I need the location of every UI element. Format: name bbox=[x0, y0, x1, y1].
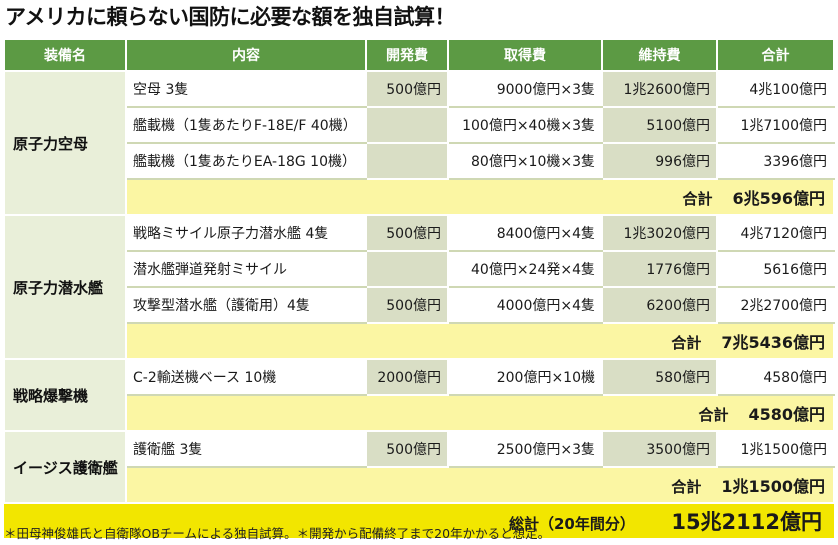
header-row: 装備名 内容 開発費 取得費 維持費 合計 bbox=[3, 38, 835, 72]
header-equipment: 装備名 bbox=[3, 38, 127, 72]
dev-cell: 500億円 bbox=[365, 214, 449, 252]
total-cell: 4580億円 bbox=[716, 358, 835, 396]
header-total: 合計 bbox=[716, 38, 835, 72]
total-cell: 1兆1500億円 bbox=[716, 430, 835, 468]
maint-cell: 580億円 bbox=[601, 358, 718, 396]
subtotal-label: 合計 bbox=[682, 190, 713, 208]
subtotal-amount: 1兆1500億円 bbox=[721, 477, 825, 496]
table-row: 原子力空母 空母 3隻 500億円 9000億円×3隻 1兆2600億円 4兆1… bbox=[3, 70, 835, 216]
dev-cell: 2000億円 bbox=[365, 358, 449, 396]
total-cell: 2兆2700億円 bbox=[716, 286, 835, 324]
item-cell: 艦載機（1隻あたりF-18E/F 40機） bbox=[125, 106, 367, 144]
acq-cell: 40億円×24発×4隻 bbox=[447, 250, 603, 288]
subtotal-row: 合計 6兆596億円 bbox=[4, 178, 835, 216]
group-name: イージス護衛艦 bbox=[3, 430, 127, 504]
table-row: イージス護衛艦 護衛艦 3隻 500億円 2500億円×3隻 3500億円 1兆… bbox=[3, 430, 835, 504]
subtotal-amount: 6兆596億円 bbox=[732, 189, 825, 208]
header-acq-cost: 取得費 bbox=[447, 38, 603, 72]
acq-cell: 4000億円×4隻 bbox=[447, 286, 603, 324]
group-name: 原子力潜水艦 bbox=[3, 214, 127, 360]
acq-cell: 80億円×10機×3隻 bbox=[447, 142, 603, 180]
subtotal-cell: 合計 6兆596億円 bbox=[125, 178, 835, 216]
table-row: 艦載機（1隻あたりF-18E/F 40機） 100億円×40機×3隻 5100億… bbox=[4, 106, 835, 144]
page-title: アメリカに頼らない国防に必要な額を独自試算！ bbox=[5, 5, 455, 29]
maint-cell: 1兆3020億円 bbox=[601, 214, 718, 252]
dev-cell bbox=[365, 250, 449, 288]
dev-cell: 500億円 bbox=[365, 286, 449, 324]
group-name: 原子力空母 bbox=[3, 70, 127, 216]
acq-cell: 200億円×10機 bbox=[447, 358, 603, 396]
acq-cell: 2500億円×3隻 bbox=[447, 430, 603, 468]
maint-cell: 1兆2600億円 bbox=[601, 70, 718, 108]
total-cell: 4兆7120億円 bbox=[716, 214, 835, 252]
grand-total-amount: 15兆2112億円 bbox=[671, 510, 822, 534]
subtotal-row: 合計 1兆1500億円 bbox=[4, 466, 835, 504]
dev-cell: 500億円 bbox=[365, 430, 449, 468]
maint-cell: 996億円 bbox=[601, 142, 718, 180]
footnote: ＊田母神俊雄氏と自衛隊OBチームによる独自試算。＊開発から配備終了まで20年かか… bbox=[4, 526, 551, 541]
total-cell: 4兆100億円 bbox=[716, 70, 835, 108]
header-maint-cost: 維持費 bbox=[601, 38, 718, 72]
item-cell: 戦略ミサイル原子力潜水艦 4隻 bbox=[125, 214, 367, 252]
item-cell: 艦載機（1隻あたりEA-18G 10機） bbox=[125, 142, 367, 180]
subtotal-amount: 4580億円 bbox=[748, 405, 825, 424]
subtotal-label: 合計 bbox=[671, 478, 702, 496]
subtotal-label: 合計 bbox=[671, 334, 702, 352]
table-row: 潜水艦弾道発射ミサイル 40億円×24発×4隻 1776億円 5616億円 bbox=[4, 250, 835, 288]
subtotal-row: 合計 4580億円 bbox=[4, 394, 835, 432]
total-cell: 1兆7100億円 bbox=[716, 106, 835, 144]
total-cell: 3396億円 bbox=[716, 142, 835, 180]
item-cell: C-2輸送機ベース 10機 bbox=[125, 358, 367, 396]
group-name: 戦略爆撃機 bbox=[3, 358, 127, 432]
table-row: 原子力潜水艦 戦略ミサイル原子力潜水艦 4隻 500億円 8400億円×4隻 1… bbox=[3, 214, 835, 360]
subtotal-row: 合計 7兆5436億円 bbox=[4, 322, 835, 360]
header-dev-cost: 開発費 bbox=[365, 38, 449, 72]
header-content: 内容 bbox=[125, 38, 367, 72]
dev-cell: 500億円 bbox=[365, 70, 449, 108]
subtotal-label: 合計 bbox=[698, 406, 729, 424]
acq-cell: 9000億円×3隻 bbox=[447, 70, 603, 108]
grand-total-label: 総計（20年間分） bbox=[508, 515, 635, 533]
subtotal-cell: 合計 1兆1500億円 bbox=[125, 466, 835, 504]
subtotal-amount: 7兆5436億円 bbox=[721, 333, 825, 352]
maint-cell: 3500億円 bbox=[601, 430, 718, 468]
subtotal-cell: 合計 7兆5436億円 bbox=[125, 322, 835, 360]
table-row: 攻撃型潜水艦（護衛用）4隻 500億円 4000億円×4隻 6200億円 2兆2… bbox=[4, 286, 835, 324]
table-row: 艦載機（1隻あたりEA-18G 10機） 80億円×10機×3隻 996億円 3… bbox=[4, 142, 835, 180]
table-row: 戦略爆撃機 C-2輸送機ベース 10機 2000億円 200億円×10機 580… bbox=[3, 358, 835, 432]
total-cell: 5616億円 bbox=[716, 250, 835, 288]
grand-total-cell: 総計（20年間分） 15兆2112億円 bbox=[4, 503, 834, 538]
maint-cell: 1776億円 bbox=[601, 250, 718, 288]
maint-cell: 6200億円 bbox=[601, 286, 718, 324]
acq-cell: 8400億円×4隻 bbox=[447, 214, 603, 252]
acq-cell: 100億円×40機×3隻 bbox=[447, 106, 603, 144]
maint-cell: 5100億円 bbox=[601, 106, 718, 144]
dev-cell bbox=[365, 142, 449, 180]
cost-table: 装備名 内容 開発費 取得費 維持費 合計 原子力空母 空母 3隻 500億円 … bbox=[3, 38, 835, 538]
item-cell: 護衛艦 3隻 bbox=[125, 430, 367, 468]
item-cell: 空母 3隻 bbox=[125, 70, 367, 108]
dev-cell bbox=[365, 106, 449, 144]
grand-total-row: 総計（20年間分） 15兆2112億円 bbox=[4, 503, 834, 538]
subtotal-cell: 合計 4580億円 bbox=[125, 394, 835, 432]
item-cell: 潜水艦弾道発射ミサイル bbox=[125, 250, 367, 288]
item-cell: 攻撃型潜水艦（護衛用）4隻 bbox=[125, 286, 367, 324]
